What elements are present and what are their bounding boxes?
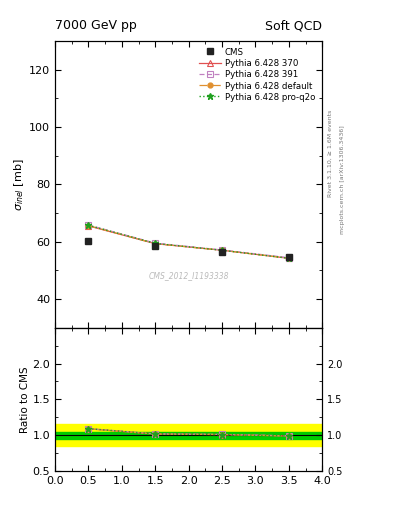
Text: CMS_2012_I1193338: CMS_2012_I1193338	[149, 271, 229, 281]
Text: mcplots.cern.ch [arXiv:1306.3436]: mcplots.cern.ch [arXiv:1306.3436]	[340, 125, 345, 233]
Text: Rivet 3.1.10, ≥ 1.6M events: Rivet 3.1.10, ≥ 1.6M events	[328, 110, 333, 197]
Y-axis label: Ratio to CMS: Ratio to CMS	[20, 366, 29, 433]
Y-axis label: $\sigma_{inel}$ [mb]: $\sigma_{inel}$ [mb]	[13, 158, 26, 210]
Text: Soft QCD: Soft QCD	[265, 19, 322, 32]
Text: 7000 GeV pp: 7000 GeV pp	[55, 19, 137, 32]
Legend: CMS, Pythia 6.428 370, Pythia 6.428 391, Pythia 6.428 default, Pythia 6.428 pro-: CMS, Pythia 6.428 370, Pythia 6.428 391,…	[196, 45, 318, 104]
